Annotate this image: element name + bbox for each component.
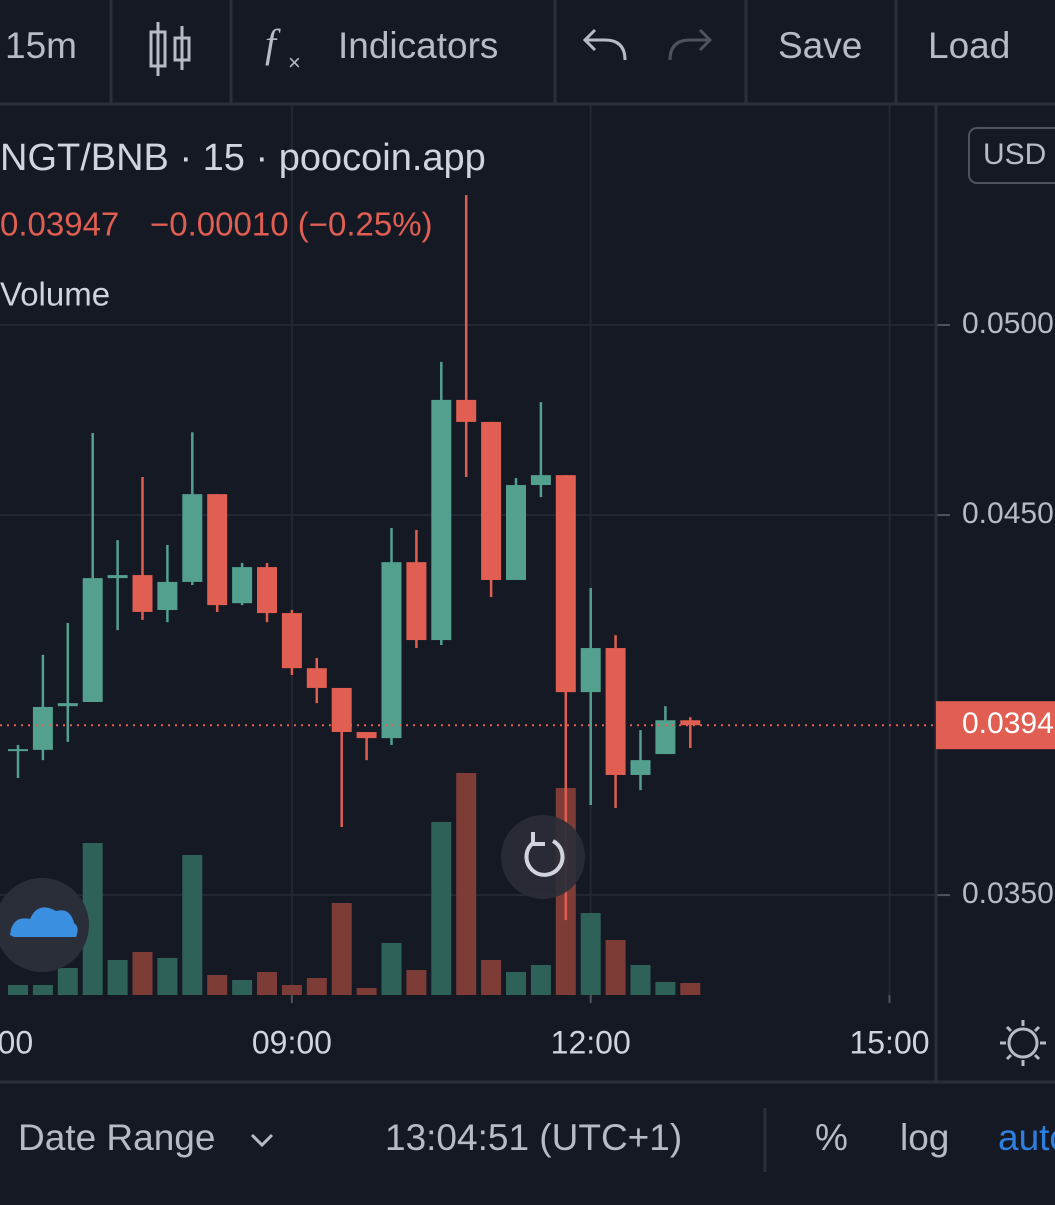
volume-bar — [157, 958, 178, 995]
candle-body — [281, 613, 302, 669]
candle-body — [630, 760, 651, 775]
volume-bar — [82, 843, 103, 995]
x-tick-label: 09:00 — [252, 1024, 332, 1060]
candle-body — [32, 706, 53, 750]
y-tick-label: 0.0350 — [962, 877, 1054, 910]
volume-bar — [257, 972, 277, 995]
volume-bar — [356, 988, 377, 995]
candle-type-button[interactable] — [149, 22, 191, 76]
candle-body — [207, 494, 228, 606]
candle-body — [8, 749, 28, 752]
volume-label: Volume — [0, 276, 110, 313]
settings-icon[interactable] — [1000, 1020, 1046, 1066]
x-tick-label: 15:00 — [849, 1024, 929, 1060]
candle-body — [406, 562, 427, 641]
candle-body — [506, 485, 526, 581]
volume-bar — [281, 985, 302, 995]
candle-body — [182, 494, 203, 582]
candle-body — [107, 575, 128, 579]
candle-body — [555, 475, 576, 693]
volume-bar — [580, 913, 601, 995]
volume-bar — [232, 980, 253, 995]
volume-bar — [406, 970, 427, 995]
candle-body — [82, 578, 103, 703]
load-button[interactable]: Load — [928, 25, 1010, 66]
candle-body — [306, 668, 327, 688]
candle-body — [680, 720, 701, 726]
volume-bar — [456, 773, 477, 995]
save-button[interactable]: Save — [778, 25, 862, 66]
volume-bar — [32, 985, 53, 995]
date-range-button[interactable]: Date Range — [18, 1117, 215, 1158]
price-change: −0.00010 (−0.25%) — [150, 206, 433, 243]
volume-bar — [605, 940, 626, 995]
volume-bar — [655, 982, 676, 995]
fx-icon: × — [288, 50, 301, 75]
y-tick-label: 0.0450 — [962, 497, 1054, 530]
candle-body — [132, 575, 153, 612]
reset-icon — [524, 832, 565, 877]
clock: 13:04:51 (UTC+1) — [385, 1117, 682, 1158]
last-price-tag-label: 0.03947 — [962, 707, 1055, 740]
candle-body — [331, 687, 352, 733]
candle-body — [655, 720, 676, 755]
candle-body — [580, 648, 601, 693]
volume-bar — [530, 965, 551, 995]
volume-bar — [306, 978, 327, 995]
volume-bar — [8, 985, 28, 995]
volume-bar — [481, 960, 502, 995]
candle-body — [431, 399, 452, 641]
currency-button[interactable] — [968, 127, 1055, 184]
undo-button[interactable] — [582, 28, 627, 61]
redo-button[interactable] — [668, 28, 713, 61]
volume-bar — [381, 943, 402, 995]
candle-body — [57, 703, 78, 707]
candle-body — [257, 567, 277, 614]
x-tick-label: 06:00 — [0, 1024, 33, 1060]
volume-bar — [182, 855, 203, 995]
candle-body — [381, 562, 402, 739]
auto-button[interactable]: auto — [998, 1117, 1055, 1158]
dropdown-icon — [250, 1133, 274, 1148]
reset-button[interactable] — [501, 815, 585, 899]
volume-bar — [132, 952, 153, 995]
volume-bar — [630, 965, 651, 995]
volume-bar — [207, 975, 228, 995]
candle-body — [456, 399, 477, 422]
indicators-button[interactable]: Indicators — [338, 25, 498, 66]
volume-bar — [680, 983, 701, 995]
candle-body — [157, 581, 178, 611]
last-price-tag — [936, 701, 1055, 750]
candle-body — [481, 421, 502, 581]
candle-body — [232, 567, 253, 604]
candle-body — [356, 732, 377, 739]
candle-body — [530, 475, 551, 486]
interval-button[interactable]: 15m — [5, 25, 77, 66]
last-price: 0.03947 — [0, 206, 119, 243]
percent-button[interactable]: % — [815, 1117, 848, 1158]
volume-bar — [331, 903, 352, 995]
volume-bar — [107, 960, 128, 995]
y-tick-label: 0.0500 — [962, 307, 1054, 340]
logo-icon — [10, 907, 78, 937]
volume-bar — [506, 972, 526, 995]
symbol-title: NGT/BNB · 15 · poocoin.app — [0, 137, 486, 179]
x-tick-label: 12:00 — [551, 1024, 631, 1060]
currency-label: USD — [983, 138, 1046, 171]
candle-body — [605, 648, 626, 775]
log-button[interactable]: log — [900, 1117, 949, 1158]
volume-bar — [431, 822, 452, 995]
volume-bar — [57, 968, 78, 995]
